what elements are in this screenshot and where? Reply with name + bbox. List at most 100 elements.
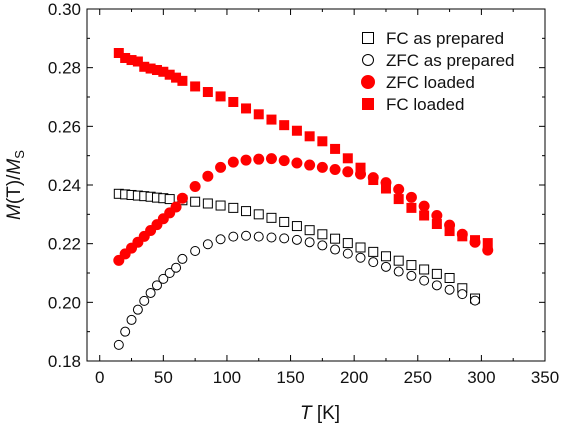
data-point <box>253 153 265 165</box>
data-point <box>279 233 290 244</box>
data-point <box>176 192 188 204</box>
data-point <box>419 264 430 275</box>
legend-label: FC as prepared <box>386 29 504 48</box>
data-point <box>342 248 353 259</box>
data-point <box>444 226 455 237</box>
data-point <box>113 254 125 266</box>
data-point <box>317 136 328 147</box>
data-point <box>482 238 493 249</box>
data-point <box>241 206 252 217</box>
data-point <box>215 91 226 102</box>
x-tick-label: 200 <box>340 368 368 387</box>
data-point <box>317 229 328 240</box>
data-point <box>132 304 143 315</box>
data-point <box>228 96 239 107</box>
data-point <box>304 159 316 171</box>
data-point <box>177 253 188 264</box>
data-point <box>393 183 405 195</box>
data-point <box>164 194 175 205</box>
data-point <box>253 231 264 242</box>
data-point <box>457 289 468 300</box>
data-point <box>278 155 290 167</box>
data-point <box>329 163 341 175</box>
data-point <box>240 154 252 166</box>
data-point <box>431 268 442 279</box>
series-fc-loaded <box>113 48 493 249</box>
data-point <box>368 246 379 257</box>
data-point <box>419 210 430 221</box>
legend-label: FC loaded <box>386 95 464 114</box>
x-tick-label: 100 <box>213 368 241 387</box>
x-tick-label: 300 <box>467 368 495 387</box>
data-point <box>113 339 124 350</box>
x-tick-label: 350 <box>531 368 559 387</box>
legend-marker <box>362 32 374 44</box>
data-point <box>431 210 443 222</box>
legend-label: ZFC as prepared <box>386 51 515 70</box>
data-point <box>215 234 226 245</box>
data-point <box>158 273 169 284</box>
data-point <box>342 238 353 249</box>
data-point <box>228 202 239 213</box>
data-point <box>406 202 417 213</box>
series-zfc-as-prepared <box>113 230 481 350</box>
data-point <box>190 81 201 92</box>
data-point <box>342 166 354 178</box>
data-point <box>368 175 379 186</box>
data-point <box>120 326 131 337</box>
axis-ticks: 0 50 100 150 200 250 300 350 0.18 0.20 0.22 0.24 0.2… <box>48 0 559 387</box>
data-point <box>393 266 404 277</box>
data-point <box>266 212 277 223</box>
data-point <box>457 231 468 242</box>
data-point <box>419 275 430 286</box>
data-point <box>304 237 315 248</box>
data-point <box>405 191 417 203</box>
data-point <box>342 153 353 164</box>
x-tick-label: 150 <box>276 368 304 387</box>
series-zfc-loaded <box>113 153 494 266</box>
data-point <box>145 287 156 298</box>
data-point <box>279 216 290 227</box>
data-point <box>355 162 366 173</box>
data-point <box>317 240 328 251</box>
data-point <box>126 314 137 325</box>
legend-marker <box>362 98 374 110</box>
data-point <box>241 230 252 241</box>
x-tick-label: 0 <box>95 368 104 387</box>
data-point <box>265 153 277 165</box>
data-point <box>190 246 201 256</box>
data-point <box>215 161 227 173</box>
data-point <box>171 262 182 273</box>
legend-marker <box>362 54 374 66</box>
data-point <box>202 170 214 182</box>
data-point <box>227 156 239 168</box>
x-tick-label: 50 <box>154 368 173 387</box>
data-point <box>228 231 239 242</box>
y-tick-label: 0.26 <box>48 117 81 136</box>
data-point <box>330 143 341 154</box>
data-point <box>368 257 379 268</box>
y-tick-label: 0.22 <box>48 235 81 254</box>
data-point <box>253 209 264 220</box>
data-point <box>291 125 302 136</box>
data-point <box>291 234 302 245</box>
data-point <box>253 109 264 120</box>
data-point <box>431 219 442 230</box>
data-point <box>215 200 226 211</box>
data-point <box>393 194 404 205</box>
data-point <box>418 200 430 212</box>
legend: FC as prepared ZFC as prepared ZFC loaded F… <box>361 29 515 114</box>
data-point <box>330 233 341 244</box>
data-point <box>151 280 162 291</box>
data-point <box>406 260 417 271</box>
data-point <box>139 295 150 306</box>
data-point <box>241 103 252 114</box>
x-tick-label: 250 <box>404 368 432 387</box>
y-tick-label: 0.28 <box>48 59 81 78</box>
data-point <box>291 157 303 169</box>
data-point <box>444 284 455 295</box>
data-point <box>132 56 143 67</box>
data-point <box>202 198 213 209</box>
